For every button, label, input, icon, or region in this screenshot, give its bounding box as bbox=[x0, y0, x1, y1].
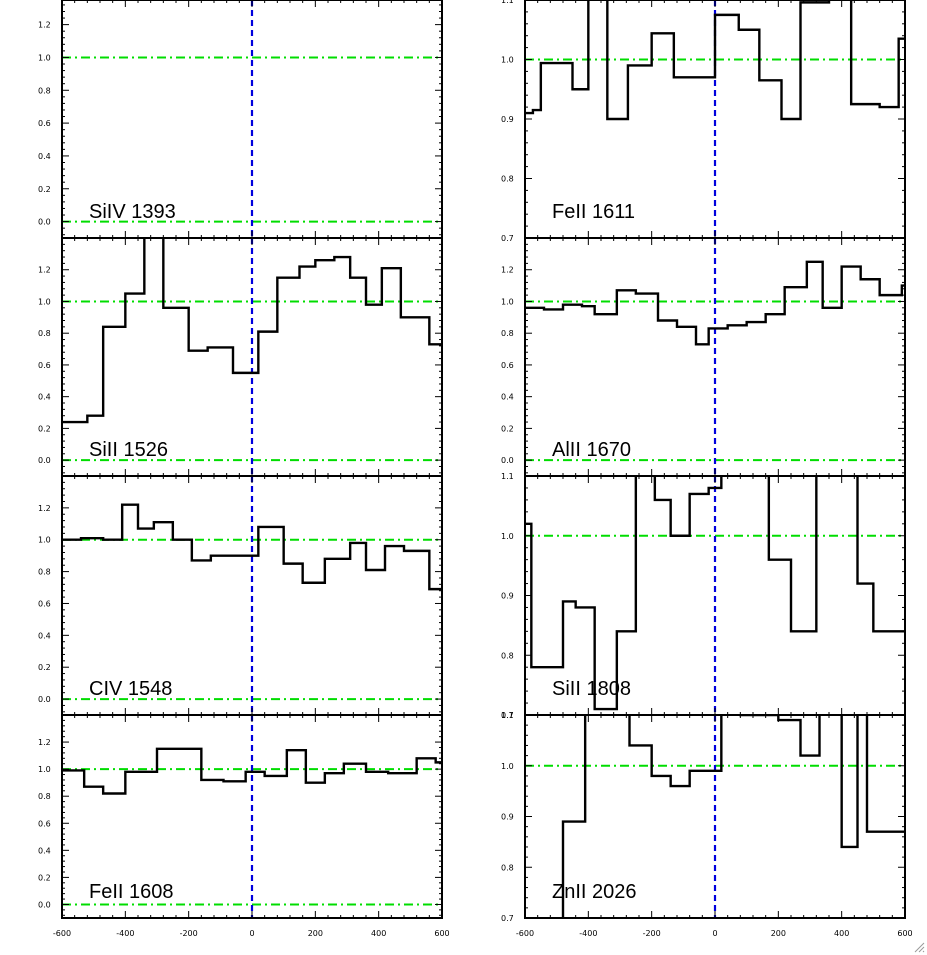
x-tick-label: -600 bbox=[53, 929, 71, 938]
y-tick-label: 0.7 bbox=[501, 711, 514, 720]
y-tick-label: 1.0 bbox=[38, 297, 51, 306]
y-tick-label: 0.8 bbox=[501, 175, 514, 184]
panel: 0.0 0.2 0.4 0.6 0.8 1.0 1.2 -600 -400 -200 0 200 400… bbox=[38, 714, 450, 938]
y-tick-label: 0.8 bbox=[38, 86, 51, 95]
y-tick-label: 0.6 bbox=[38, 599, 51, 608]
panel: 0.0 0.2 0.4 0.6 0.8 1.0 1.2 SiII 1526 bbox=[38, 237, 443, 477]
y-tick-label: 0.6 bbox=[38, 819, 51, 828]
y-tick-label: 1.1 bbox=[501, 0, 514, 5]
spectrum-trace bbox=[62, 238, 442, 424]
y-tick-label: 0.9 bbox=[501, 813, 514, 822]
y-tick-label: 0.9 bbox=[501, 592, 514, 601]
panel: 0.0 0.2 0.4 0.6 0.8 1.0 1.2 AlII 1670 bbox=[501, 237, 906, 477]
y-tick-label: 0.2 bbox=[38, 663, 51, 672]
x-tick-label: 600 bbox=[434, 929, 449, 938]
spectrum-trace bbox=[525, 476, 905, 711]
spectrum-trace bbox=[525, 0, 905, 121]
x-tick-label: -200 bbox=[180, 929, 198, 938]
panel: 0.7 0.8 0.9 1.0 1.1 SiII 1808 bbox=[501, 472, 906, 720]
y-tick-label: 0.8 bbox=[501, 329, 514, 338]
y-tick-label: 0.4 bbox=[501, 393, 514, 402]
x-tick-label: -400 bbox=[116, 929, 134, 938]
panel-label: FeII 1608 bbox=[89, 881, 174, 903]
y-tick-label: 1.2 bbox=[38, 266, 51, 275]
y-tick-label: 0.8 bbox=[38, 792, 51, 801]
y-tick-label: 0.8 bbox=[38, 329, 51, 338]
y-tick-label: 1.0 bbox=[38, 765, 51, 774]
y-tick-label: 1.0 bbox=[501, 56, 514, 65]
x-tick-label: 200 bbox=[771, 929, 786, 938]
y-tick-label: 0.8 bbox=[38, 568, 51, 577]
y-tick-label: 1.2 bbox=[38, 504, 51, 513]
y-tick-label: 0.4 bbox=[38, 393, 51, 402]
y-tick-label: 0.2 bbox=[38, 424, 51, 433]
x-tick-label: -200 bbox=[643, 929, 661, 938]
x-tick-label: 400 bbox=[371, 929, 386, 938]
x-tick-label: 200 bbox=[308, 929, 323, 938]
y-tick-label: 1.0 bbox=[38, 536, 51, 545]
y-tick-label: 0.2 bbox=[501, 424, 514, 433]
y-tick-label: 0.6 bbox=[38, 119, 51, 128]
y-tick-label: 0.0 bbox=[501, 456, 514, 465]
y-tick-label: 0.7 bbox=[501, 914, 514, 923]
y-tick-label: 0.6 bbox=[501, 361, 514, 370]
x-tick-label: -400 bbox=[579, 929, 597, 938]
y-tick-label: 0.2 bbox=[38, 185, 51, 194]
panel-label: FeII 1611 bbox=[552, 201, 635, 223]
y-tick-label: 0.4 bbox=[38, 846, 51, 855]
x-tick-label: 0 bbox=[249, 929, 254, 938]
spectrum-trace bbox=[62, 747, 442, 795]
panel-label: AlII 1670 bbox=[552, 439, 631, 461]
y-tick-label: 1.1 bbox=[501, 711, 514, 720]
y-tick-label: 0.9 bbox=[501, 115, 514, 124]
y-tick-label: 1.1 bbox=[501, 472, 514, 481]
panel-label: SiII 1808 bbox=[552, 678, 631, 700]
y-tick-label: 0.0 bbox=[38, 218, 51, 227]
y-tick-label: 0.0 bbox=[38, 900, 51, 909]
panel: 0.7 0.8 0.9 1.0 1.1 FeII 1611 bbox=[501, 0, 906, 243]
panel: 0.7 0.8 0.9 1.0 1.1 -600 -400 -200 0 200 400 600 ZnI… bbox=[501, 711, 913, 938]
y-tick-label: 0.2 bbox=[38, 873, 51, 882]
y-tick-label: 0.4 bbox=[38, 631, 51, 640]
spectrum-trace bbox=[525, 260, 905, 346]
panel-label: ZnII 2026 bbox=[552, 881, 637, 903]
y-tick-label: 0.6 bbox=[38, 361, 51, 370]
y-tick-label: 1.2 bbox=[38, 21, 51, 30]
panel: 0.0 0.2 0.4 0.6 0.8 1.0 1.2 SiIV 1393 bbox=[38, 0, 443, 239]
y-tick-label: 0.0 bbox=[38, 695, 51, 704]
y-tick-label: 0.4 bbox=[38, 152, 51, 161]
y-tick-label: 1.0 bbox=[501, 532, 514, 541]
x-tick-label: 0 bbox=[712, 929, 717, 938]
y-tick-label: 0.7 bbox=[501, 234, 514, 243]
panel-label: SiIV 1393 bbox=[89, 201, 176, 223]
spectrum-trace bbox=[561, 715, 905, 918]
spectrum-trace bbox=[62, 503, 442, 591]
x-tick-label: 400 bbox=[834, 929, 849, 938]
panel: 0.0 0.2 0.4 0.6 0.8 1.0 1.2 CIV 1548 bbox=[38, 475, 443, 716]
y-tick-label: 1.2 bbox=[501, 266, 514, 275]
resize-grip-icon[interactable] bbox=[913, 941, 925, 953]
y-tick-label: 1.2 bbox=[38, 738, 51, 747]
y-tick-label: 1.0 bbox=[38, 53, 51, 62]
panel-label: CIV 1548 bbox=[89, 678, 172, 700]
panel-label: SiII 1526 bbox=[89, 439, 168, 461]
x-tick-label: 600 bbox=[897, 929, 912, 938]
y-tick-label: 0.8 bbox=[501, 651, 514, 660]
y-tick-label: 0.0 bbox=[38, 456, 51, 465]
y-tick-label: 1.0 bbox=[501, 297, 514, 306]
y-tick-label: 1.0 bbox=[501, 762, 514, 771]
y-tick-label: 0.8 bbox=[501, 863, 514, 872]
x-tick-label: -600 bbox=[516, 929, 534, 938]
